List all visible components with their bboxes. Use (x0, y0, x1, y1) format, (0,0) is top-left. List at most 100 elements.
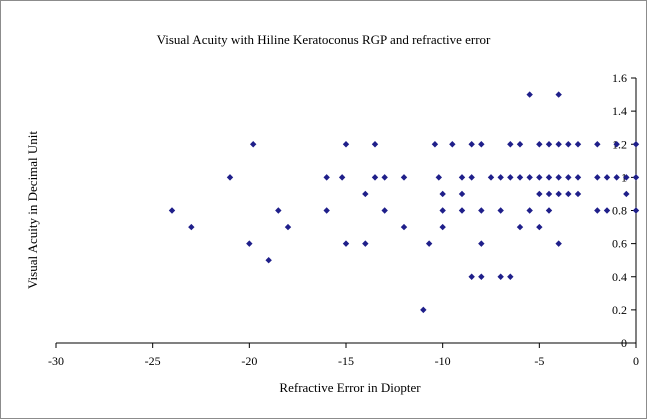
data-point (545, 174, 553, 181)
chart-title: Visual Acuity with Hiline Keratoconus RG… (156, 32, 491, 47)
data-point (323, 207, 330, 214)
data-point (371, 141, 379, 148)
x-tick-label: -25 (145, 354, 161, 368)
y-tick-label: 0.8 (612, 204, 627, 218)
data-point (439, 190, 446, 198)
data-point (431, 141, 439, 148)
data-point (439, 223, 446, 231)
x-tick-label: 0 (633, 354, 639, 368)
data-point (603, 207, 611, 214)
data-point (458, 174, 466, 181)
data-point (603, 174, 611, 181)
data-point (400, 174, 408, 181)
data-point (536, 223, 543, 231)
data-point (526, 174, 533, 181)
data-point (632, 141, 640, 148)
data-point (435, 174, 442, 181)
data-point (565, 174, 572, 181)
data-point (439, 207, 446, 214)
data-point (468, 174, 475, 181)
data-point (545, 190, 553, 198)
data-point (574, 190, 582, 198)
data-point (526, 91, 533, 98)
data-point (507, 273, 514, 280)
data-point (381, 174, 388, 181)
data-point (594, 141, 601, 148)
y-tick-label: 0.4 (612, 270, 627, 284)
data-point (555, 240, 562, 247)
x-tick-label: -5 (534, 354, 544, 368)
data-point (265, 256, 272, 264)
data-point (400, 223, 408, 231)
data-point (478, 141, 485, 148)
data-point (565, 141, 572, 148)
data-point (362, 190, 369, 198)
data-point (478, 273, 485, 280)
data-point (574, 141, 582, 148)
data-point (275, 207, 282, 214)
data-point (468, 273, 475, 280)
data-point (536, 141, 543, 148)
data-point (516, 223, 524, 231)
data-point (246, 240, 253, 247)
data-point (168, 207, 176, 214)
y-tick-label: 1.4 (612, 104, 627, 118)
data-point (613, 141, 620, 148)
data-point (188, 223, 195, 231)
data-point (497, 174, 504, 181)
data-point (507, 174, 514, 181)
data-point (555, 174, 562, 181)
data-point (478, 240, 485, 247)
data-point (536, 190, 543, 198)
data-point (545, 207, 553, 214)
data-point (458, 190, 466, 198)
data-point (371, 174, 379, 181)
data-point (497, 273, 504, 280)
x-tick-label: -30 (48, 354, 64, 368)
data-point (545, 141, 553, 148)
data-point (250, 141, 257, 148)
data-point (458, 207, 466, 214)
data-point (526, 207, 533, 214)
plot-area (56, 78, 636, 343)
data-point (449, 141, 456, 148)
data-point (487, 174, 495, 181)
y-tick-label: 0.6 (612, 237, 627, 251)
data-point (555, 190, 562, 198)
y-tick-label: 0 (621, 336, 627, 350)
y-tick-label: 1.6 (612, 71, 627, 85)
data-point (226, 174, 234, 181)
data-point (284, 223, 292, 231)
x-tick-label: -10 (435, 354, 451, 368)
y-tick-label: 0.2 (612, 303, 627, 317)
data-point (565, 190, 572, 198)
data-point (425, 240, 433, 247)
data-point (555, 91, 562, 98)
data-point (536, 174, 543, 181)
data-point (338, 174, 346, 181)
data-point (555, 141, 562, 148)
data-point (623, 174, 630, 181)
data-point (478, 207, 485, 214)
x-axis-label: Refractive Error in Diopter (279, 380, 421, 395)
data-point (594, 207, 601, 214)
data-point (342, 240, 350, 247)
data-point (632, 174, 640, 181)
data-points (168, 91, 640, 314)
data-point (381, 207, 388, 214)
data-point (574, 174, 582, 181)
data-point (632, 207, 640, 214)
x-tick-label: -20 (241, 354, 257, 368)
data-point (623, 190, 630, 198)
data-point (516, 174, 524, 181)
data-point (323, 174, 330, 181)
data-point (613, 174, 620, 181)
data-point (468, 141, 475, 148)
data-point (420, 306, 427, 314)
data-point (594, 174, 601, 181)
data-point (497, 207, 504, 214)
x-tick-label: -15 (338, 354, 354, 368)
axes: -30-25-20-15-10-5000.20.40.60.811.21.41.… (48, 71, 639, 368)
data-point (342, 141, 350, 148)
